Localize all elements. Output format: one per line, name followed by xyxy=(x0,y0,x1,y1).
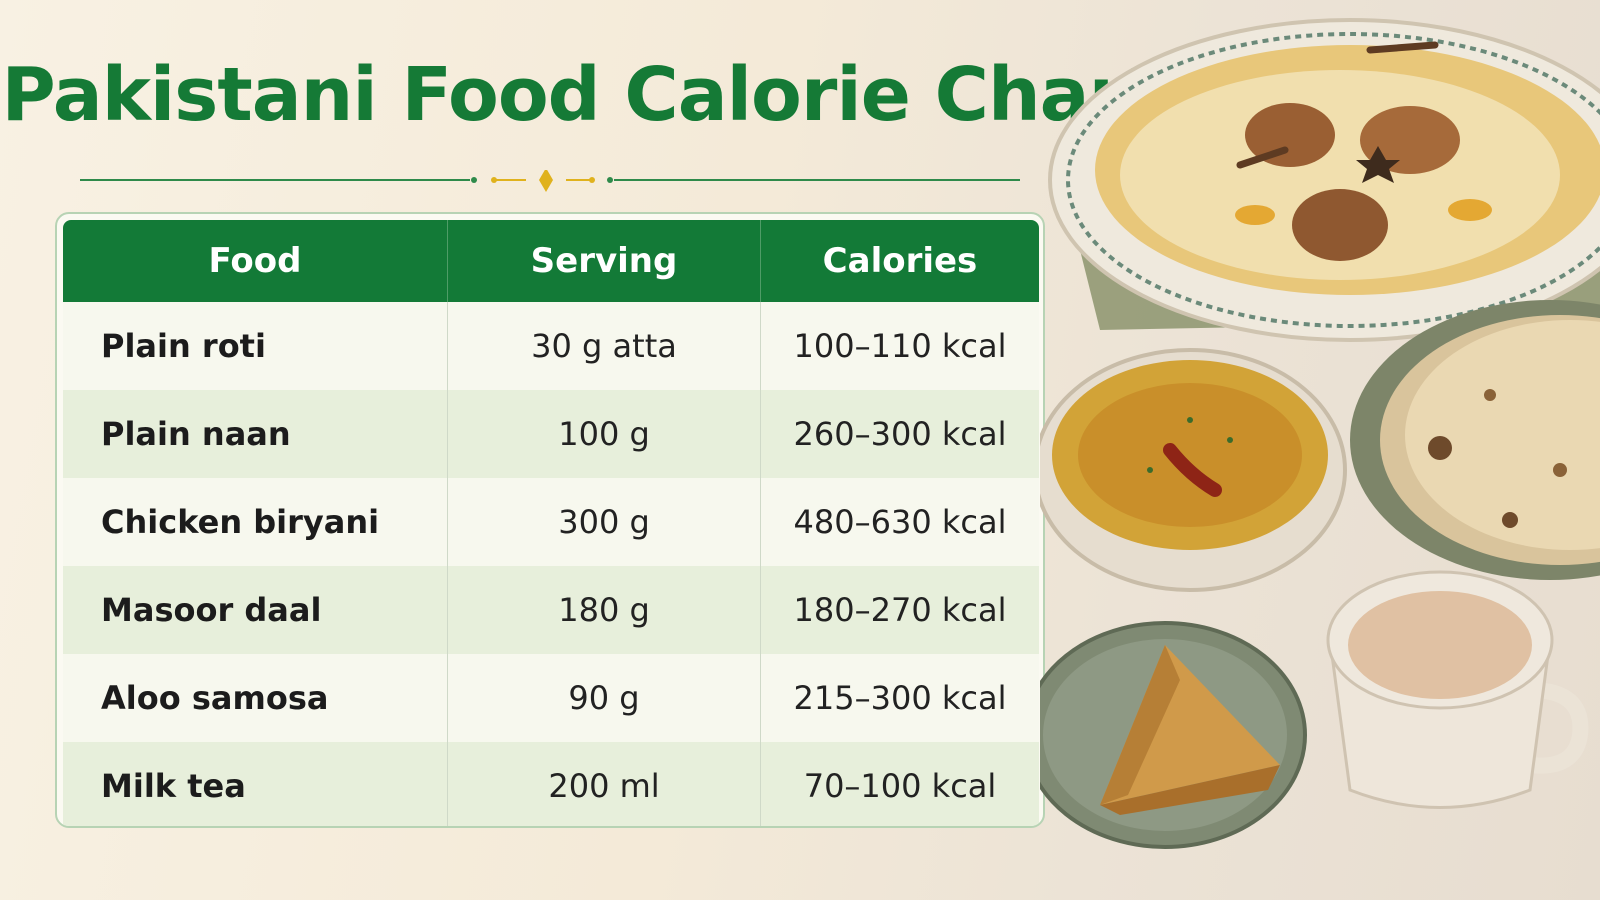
diamond-ornament-icon xyxy=(539,170,553,192)
calories-cell: 180–270 kcal xyxy=(760,566,1039,654)
tea-cup-icon xyxy=(1326,570,1589,809)
food-cell: Plain naan xyxy=(63,390,448,478)
serving-cell: 300 g xyxy=(447,478,761,566)
serving-cell: 30 g atta xyxy=(447,302,761,390)
table-row: Chicken biryani 300 g 480–630 kcal xyxy=(63,478,1039,566)
food-cell: Aloo samosa xyxy=(63,654,448,742)
serving-cell: 90 g xyxy=(447,654,761,742)
title-divider xyxy=(80,170,1020,192)
table-row: Plain roti 30 g atta 100–110 kcal xyxy=(63,302,1039,390)
calories-cell: 260–300 kcal xyxy=(760,390,1039,478)
serving-cell: 180 g xyxy=(447,566,761,654)
header-food: Food xyxy=(63,220,448,302)
calories-cell: 70–100 kcal xyxy=(760,742,1039,826)
table-row: Masoor daal 180 g 180–270 kcal xyxy=(63,566,1039,654)
table-row: Milk tea 200 ml 70–100 kcal xyxy=(63,742,1039,826)
calories-cell: 480–630 kcal xyxy=(760,478,1039,566)
food-illustration xyxy=(1040,18,1600,849)
calories-cell: 100–110 kcal xyxy=(760,302,1039,390)
calorie-table-card: Food Serving Calories Plain roti 30 g at… xyxy=(55,212,1045,828)
calorie-table: Food Serving Calories Plain roti 30 g at… xyxy=(63,220,1039,826)
calories-cell: 215–300 kcal xyxy=(760,654,1039,742)
header-serving: Serving xyxy=(447,220,761,302)
page-title: Pakistani Food Calorie Chart xyxy=(1,52,1160,138)
food-cell: Masoor daal xyxy=(63,566,448,654)
food-cell: Chicken biryani xyxy=(63,478,448,566)
header-calories: Calories xyxy=(760,220,1039,302)
table-header-row: Food Serving Calories xyxy=(63,220,1039,302)
table-row: Aloo samosa 90 g 215–300 kcal xyxy=(63,654,1039,742)
serving-cell: 100 g xyxy=(447,390,761,478)
samosa-plate-icon xyxy=(1040,621,1307,849)
daal-bowl-icon xyxy=(1040,348,1347,592)
serving-cell: 200 ml xyxy=(447,742,761,826)
biryani-plate-icon xyxy=(1048,18,1600,342)
table-row: Plain naan 100 g 260–300 kcal xyxy=(63,390,1039,478)
food-cell: Milk tea xyxy=(63,742,448,826)
roti-stack-icon xyxy=(1350,300,1600,580)
food-cell: Plain roti xyxy=(63,302,448,390)
